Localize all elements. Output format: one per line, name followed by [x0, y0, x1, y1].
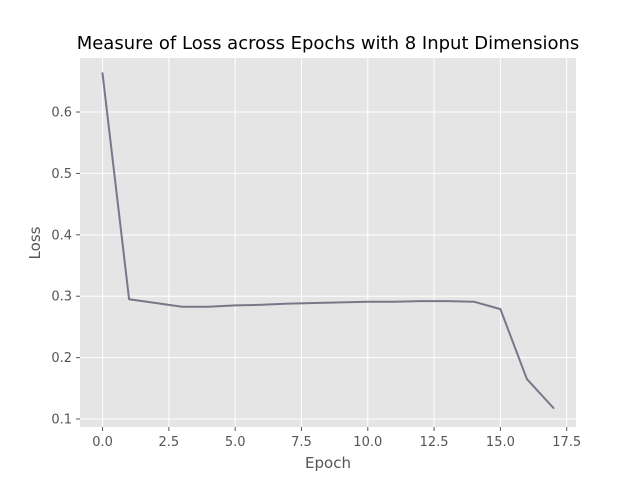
series-line: [101, 72, 555, 409]
x-tick-label: 12.5: [420, 435, 449, 450]
data-point: [287, 303, 289, 305]
y-tick-label: 0.1: [51, 413, 72, 428]
data-point: [102, 72, 104, 74]
data-point: [208, 306, 210, 308]
x-axis-label: Epoch: [305, 454, 351, 472]
data-point: [261, 304, 263, 306]
x-tick-label: 17.5: [552, 435, 581, 450]
data-point: [526, 378, 528, 380]
data-point: [340, 301, 342, 303]
data-point: [128, 298, 130, 300]
x-tick-label: 10.0: [353, 435, 382, 450]
y-tick-label: 0.4: [51, 228, 72, 243]
chart-title: Measure of Loss across Epochs with 8 Inp…: [77, 33, 580, 54]
data-point: [420, 300, 422, 302]
data-point: [181, 306, 183, 308]
x-tick-label: 2.5: [159, 435, 180, 450]
x-tick-label: 7.5: [291, 435, 312, 450]
tick-labels: 0.0 2.5 5.0 7.5 10.0 12.5 15.0 17.5 0.1 0.2 0.3 0.4…: [51, 106, 581, 450]
y-tick-label: 0.6: [51, 106, 72, 121]
data-point: [499, 308, 501, 310]
x-tick-label: 15.0: [486, 435, 515, 450]
x-tick-label: 0.0: [92, 435, 113, 450]
data-point: [234, 304, 236, 306]
tick-marks: [76, 111, 568, 431]
data-point: [367, 301, 369, 303]
data-point: [393, 301, 395, 303]
y-tick-label: 0.5: [51, 167, 72, 182]
data-point: [155, 302, 157, 304]
data-point: [473, 301, 475, 303]
grid-lines: [80, 58, 576, 427]
y-tick-label: 0.2: [51, 351, 72, 366]
x-tick-label: 5.0: [225, 435, 246, 450]
y-tick-label: 0.3: [51, 290, 72, 305]
data-point: [446, 300, 448, 302]
series-lines: [101, 72, 555, 409]
data-point: [552, 407, 554, 409]
plot-background: [80, 58, 576, 427]
data-point: [314, 302, 316, 304]
y-axis-label: Loss: [26, 226, 44, 259]
